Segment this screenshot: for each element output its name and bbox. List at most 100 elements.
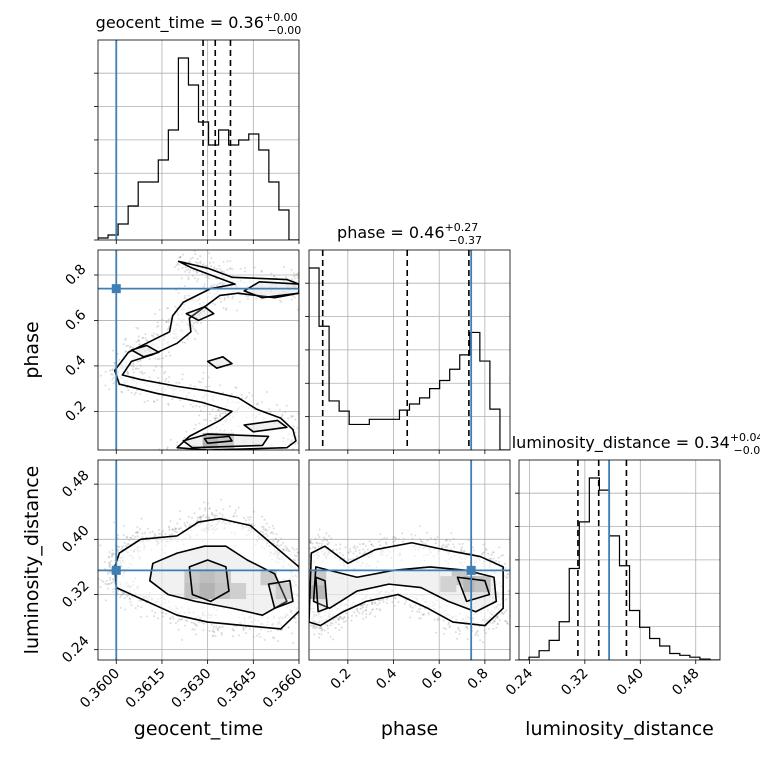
sample-point xyxy=(157,376,160,379)
sample-point xyxy=(319,625,322,628)
sample-point xyxy=(364,544,367,547)
sample-point xyxy=(297,272,299,275)
sample-point xyxy=(265,532,268,535)
sample-point xyxy=(221,412,224,415)
sample-point xyxy=(330,621,333,624)
sample-point xyxy=(100,579,103,582)
sample-point xyxy=(240,397,243,400)
sample-point xyxy=(202,629,205,632)
sample-point xyxy=(322,536,325,539)
sample-point xyxy=(301,613,303,615)
sample-point xyxy=(243,516,246,519)
sample-point xyxy=(150,334,153,337)
sample-point xyxy=(178,527,181,530)
sample-point xyxy=(370,543,373,546)
sample-point xyxy=(169,438,172,441)
sample-point xyxy=(363,603,366,606)
sample-point xyxy=(391,601,394,604)
sample-point xyxy=(177,268,180,271)
sample-point xyxy=(210,284,213,287)
sample-point xyxy=(355,555,358,558)
sample-point xyxy=(276,541,279,544)
sample-point xyxy=(434,542,437,545)
sample-point xyxy=(178,510,181,513)
sample-point xyxy=(194,253,197,256)
sample-point xyxy=(133,393,136,396)
sample-point xyxy=(154,365,157,368)
sample-point xyxy=(303,553,305,555)
sample-point xyxy=(183,522,186,525)
sample-point xyxy=(471,546,474,549)
sample-point xyxy=(318,632,321,635)
sample-point xyxy=(140,606,143,609)
sample-point xyxy=(223,282,226,285)
sample-point xyxy=(378,608,381,611)
x-tick-label-phase: 0.6 xyxy=(419,665,446,692)
sample-point xyxy=(179,518,182,521)
sample-point xyxy=(447,543,450,546)
sample-point xyxy=(112,578,115,581)
sample-point xyxy=(135,531,138,534)
sample-point xyxy=(160,365,163,368)
sample-point xyxy=(125,535,128,538)
sample-point xyxy=(196,321,199,324)
sample-point xyxy=(435,631,438,634)
sample-point xyxy=(226,268,229,271)
sample-point xyxy=(266,535,269,538)
sample-point xyxy=(198,516,201,519)
sample-point xyxy=(136,604,139,607)
sample-point xyxy=(204,264,207,267)
sample-point xyxy=(199,517,202,520)
sample-point xyxy=(391,537,394,540)
sample-point xyxy=(321,539,324,542)
sample-point xyxy=(181,373,184,376)
sample-point xyxy=(275,533,278,536)
sample-point xyxy=(340,617,343,620)
sample-point xyxy=(362,617,365,620)
sample-point xyxy=(445,539,448,542)
sample-point xyxy=(131,346,134,349)
sample-point xyxy=(299,602,301,604)
title-phase: phase = 0.46+0.27 −0.37 xyxy=(337,221,482,247)
sample-point xyxy=(456,637,459,640)
sample-point xyxy=(300,594,302,596)
sample-point xyxy=(139,371,142,374)
sample-point xyxy=(385,542,388,545)
sample-point xyxy=(293,548,296,551)
sample-point xyxy=(272,540,275,543)
sample-point xyxy=(248,391,251,394)
sample-point xyxy=(452,543,455,546)
truth-marker xyxy=(111,565,121,575)
sample-point xyxy=(169,617,172,620)
sample-point xyxy=(174,527,177,530)
sample-point xyxy=(255,297,258,300)
sample-point xyxy=(487,552,490,555)
sample-point xyxy=(353,611,356,614)
sample-point xyxy=(137,338,140,341)
sample-point xyxy=(183,297,186,300)
sample-point xyxy=(296,551,299,554)
sample-point xyxy=(117,545,120,548)
y-tick-label-phase: 0.6 xyxy=(62,307,89,334)
sample-point xyxy=(195,454,197,456)
sample-point xyxy=(300,598,302,600)
sample-point xyxy=(189,260,192,263)
sample-point xyxy=(506,573,509,576)
sample-point xyxy=(248,627,251,630)
sample-point xyxy=(345,612,348,615)
title-plus: +0.00 xyxy=(264,11,298,24)
sample-point xyxy=(161,357,164,360)
sample-point xyxy=(375,607,378,610)
sample-point xyxy=(193,628,196,631)
sample-point xyxy=(326,540,329,543)
sample-point xyxy=(268,408,271,411)
sample-point xyxy=(462,550,465,553)
sample-point xyxy=(262,533,265,536)
contour-level-4 xyxy=(456,576,491,603)
contour-level-4 xyxy=(206,356,233,369)
sample-point xyxy=(256,634,259,637)
sample-point xyxy=(192,269,195,272)
sample-point xyxy=(202,285,205,288)
sample-point xyxy=(199,515,202,518)
sample-point xyxy=(493,620,496,623)
